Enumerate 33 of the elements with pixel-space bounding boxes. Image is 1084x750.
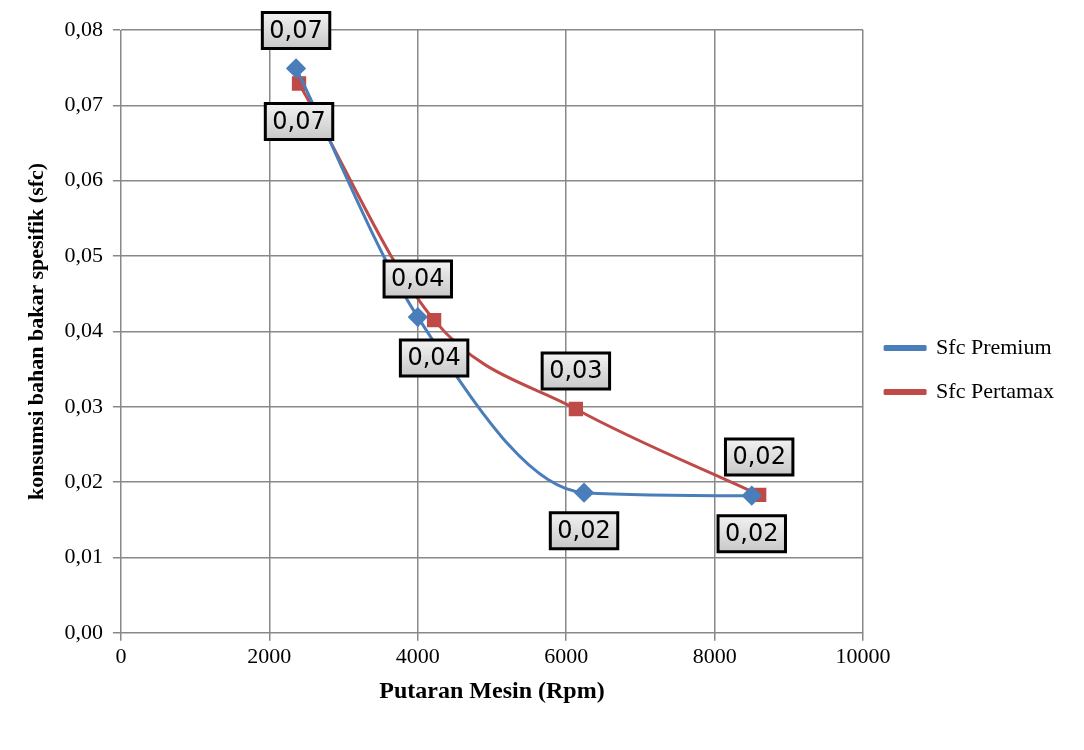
legend-label: Sfc Pertamax <box>936 377 1054 403</box>
x-tick-label: 10000 <box>835 642 891 668</box>
y-tick-label: 0,07 <box>64 91 103 117</box>
x-tick-label: 4000 <box>395 642 440 668</box>
point <box>408 307 428 327</box>
y-tick-label: 0,02 <box>64 467 103 493</box>
data-label: 0,07 <box>272 106 326 135</box>
x-tick-label: 0 <box>115 642 127 668</box>
y-tick-label: 0,00 <box>64 618 103 644</box>
legend-label: Sfc Premium <box>936 333 1052 359</box>
data-label: 0,03 <box>549 356 603 385</box>
data-label: 0,02 <box>732 442 786 471</box>
y-axis-title: konsumsi bahan bakar spesifik (sfc) <box>22 162 48 500</box>
data-label: 0,02 <box>557 515 611 544</box>
point <box>574 483 594 503</box>
y-tick-label: 0,05 <box>64 241 103 267</box>
point <box>568 401 584 417</box>
point <box>426 312 442 328</box>
y-tick-label: 0,03 <box>64 392 103 418</box>
x-tick-label: 8000 <box>692 642 737 668</box>
y-tick-label: 0,06 <box>64 166 103 192</box>
data-label: 0,02 <box>725 518 779 547</box>
x-axis-title: Putaran Mesin (Rpm) <box>379 676 605 703</box>
y-tick-label: 0,04 <box>64 317 103 343</box>
data-label: 0,04 <box>391 264 445 293</box>
y-tick-label: 0,01 <box>64 543 103 569</box>
y-tick-label: 0,08 <box>64 15 103 41</box>
x-tick-label: 2000 <box>247 642 292 668</box>
point <box>286 58 306 78</box>
point <box>742 486 762 506</box>
x-tick-label: 6000 <box>544 642 589 668</box>
data-label: 0,07 <box>269 15 323 44</box>
data-label: 0,04 <box>407 343 461 372</box>
